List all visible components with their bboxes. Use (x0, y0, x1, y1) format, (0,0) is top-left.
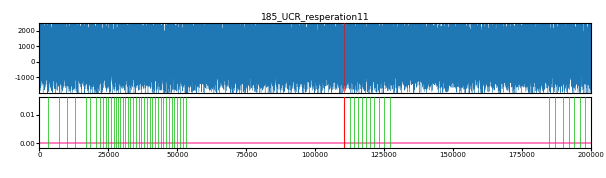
Title: 185_UCR_resperation11: 185_UCR_resperation11 (261, 13, 370, 22)
